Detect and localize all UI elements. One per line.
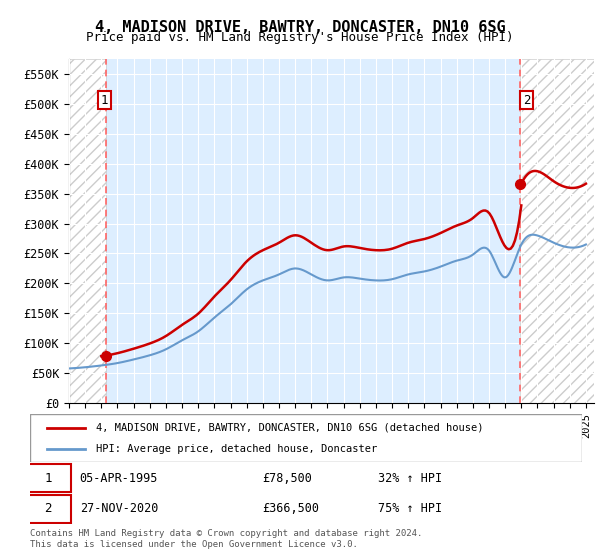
Text: 75% ↑ HPI: 75% ↑ HPI	[378, 502, 442, 515]
Text: 2: 2	[523, 94, 530, 107]
Text: 32% ↑ HPI: 32% ↑ HPI	[378, 472, 442, 484]
Text: Price paid vs. HM Land Registry's House Price Index (HPI): Price paid vs. HM Land Registry's House …	[86, 31, 514, 44]
Text: 4, MADISON DRIVE, BAWTRY, DONCASTER, DN10 6SG (detached house): 4, MADISON DRIVE, BAWTRY, DONCASTER, DN1…	[96, 423, 484, 433]
FancyBboxPatch shape	[25, 464, 71, 492]
Text: Contains HM Land Registry data © Crown copyright and database right 2024.
This d: Contains HM Land Registry data © Crown c…	[30, 529, 422, 549]
Text: £78,500: £78,500	[262, 472, 312, 484]
Text: £366,500: £366,500	[262, 502, 319, 515]
Text: 1: 1	[44, 472, 52, 484]
Text: 05-APR-1995: 05-APR-1995	[80, 472, 158, 484]
Text: 27-NOV-2020: 27-NOV-2020	[80, 502, 158, 515]
Text: 4, MADISON DRIVE, BAWTRY, DONCASTER, DN10 6SG: 4, MADISON DRIVE, BAWTRY, DONCASTER, DN1…	[95, 20, 505, 35]
Bar	[69, 59, 106, 403]
Bar	[520, 59, 594, 403]
Bar	[69, 59, 106, 403]
Text: 1: 1	[101, 94, 108, 107]
FancyBboxPatch shape	[25, 494, 71, 523]
Text: 2: 2	[44, 502, 52, 515]
Bar	[520, 59, 594, 403]
Text: HPI: Average price, detached house, Doncaster: HPI: Average price, detached house, Donc…	[96, 444, 377, 454]
FancyBboxPatch shape	[30, 414, 582, 462]
